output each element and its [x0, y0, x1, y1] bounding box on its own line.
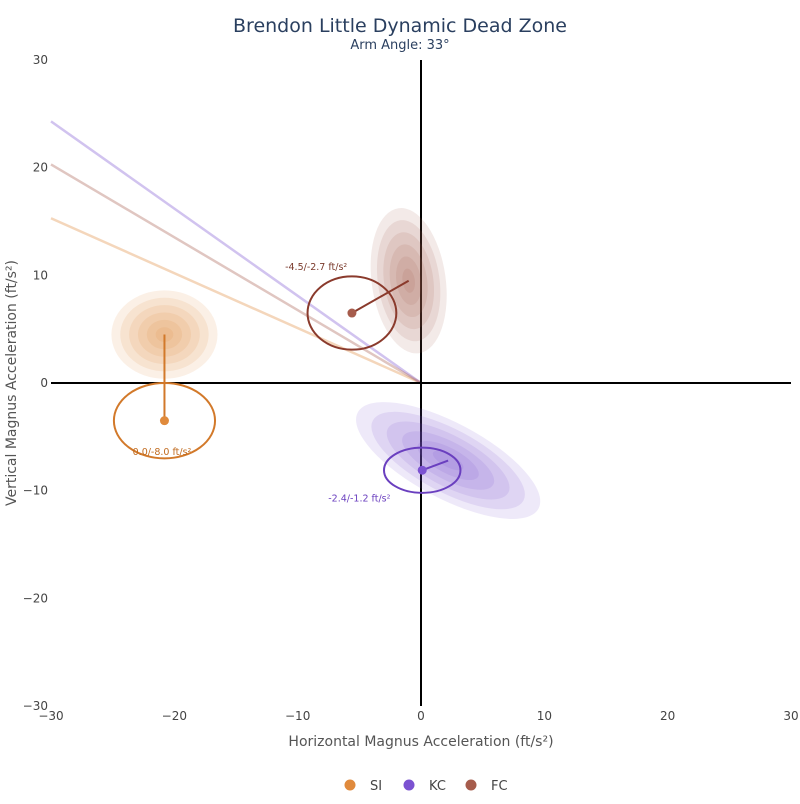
- annotation-fc: -4.5/-2.7 ft/s²: [285, 262, 347, 273]
- legend-marker: [344, 779, 356, 791]
- y-tick-label: 30: [33, 53, 48, 67]
- spin-ellipse-kc: [383, 446, 462, 494]
- x-tick-label: −10: [285, 709, 310, 723]
- y-axis-title: Vertical Magnus Acceleration (ft/s²): [4, 260, 20, 506]
- y-tick-label: −20: [23, 591, 48, 605]
- x-tick-label: 10: [537, 709, 552, 723]
- legend-marker: [465, 779, 477, 791]
- legend[interactable]: SI KC FC: [344, 779, 508, 794]
- x-tick-label: −30: [38, 709, 63, 723]
- legend-label: FC: [491, 779, 508, 794]
- x-tick-label: 30: [783, 709, 798, 723]
- legend-item-kc[interactable]: KC: [403, 779, 446, 794]
- x-tick-label: 0: [417, 709, 425, 723]
- annotation-si: 0.0/-8.0 ft/s²: [133, 447, 192, 458]
- chart-title: Brendon Little Dynamic Dead Zone: [233, 15, 567, 37]
- spin-ellipse-fc: [306, 275, 398, 351]
- y-tick-label: 0: [40, 376, 48, 390]
- arm-angle-line-fc: [50, 163, 422, 385]
- axis-ticks: −30 −20 −10 0 10 20 30 30 20 10 0 −10 −20 −30: [23, 53, 799, 723]
- y-tick-label: 10: [33, 268, 48, 282]
- legend-item-fc[interactable]: FC: [465, 779, 508, 794]
- arm-angle-line-kc: [50, 120, 422, 385]
- legend-marker: [403, 779, 415, 791]
- y-tick-label: −10: [23, 484, 48, 498]
- y-tick-label: 20: [33, 161, 48, 175]
- arm-angle-line-si: [50, 217, 422, 385]
- x-tick-label: 20: [660, 709, 675, 723]
- pitch-point-kc: [417, 465, 427, 475]
- movement-vector-kc: [421, 459, 449, 472]
- plot-area: 0.0/-8.0 ft/s² -2.4/-1.2 ft/s² -4.5/-2.7 f…: [50, 60, 791, 706]
- legend-label: KC: [429, 779, 446, 794]
- pitch-point-si: [159, 416, 169, 426]
- chart-subtitle: Arm Angle: 33°: [350, 38, 449, 53]
- legend-label: SI: [370, 779, 382, 794]
- y-tick-label: −30: [23, 699, 48, 713]
- x-tick-label: −20: [162, 709, 187, 723]
- legend-item-si[interactable]: SI: [344, 779, 383, 794]
- x-axis-title: Horizontal Magnus Acceleration (ft/s²): [288, 734, 553, 750]
- pitch-point-fc: [347, 308, 357, 318]
- annotation-kc: -2.4/-1.2 ft/s²: [328, 493, 390, 504]
- movement-vector-fc: [351, 279, 410, 314]
